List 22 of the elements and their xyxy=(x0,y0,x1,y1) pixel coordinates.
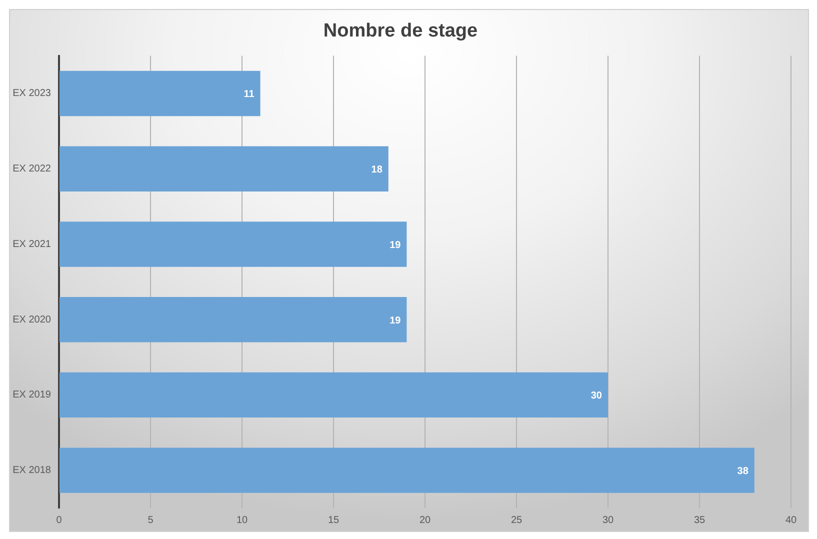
data-label: 19 xyxy=(390,240,402,251)
x-tick-label: 35 xyxy=(694,514,706,526)
y-tick-label: EX 2020 xyxy=(12,314,52,326)
chart-title: Nombre de stage xyxy=(323,20,478,42)
data-label: 38 xyxy=(737,466,749,478)
y-tick-label: EX 2022 xyxy=(12,164,52,175)
x-tick-label: 25 xyxy=(510,514,522,526)
y-tick-label: EX 2023 xyxy=(12,88,52,100)
x-tick-label: 40 xyxy=(785,514,797,526)
x-tick-label: 20 xyxy=(419,514,431,526)
data-label: 18 xyxy=(371,164,383,176)
data-label: 30 xyxy=(590,390,602,402)
x-tick-label: 10 xyxy=(236,514,248,526)
x-tick-label: 15 xyxy=(328,514,340,526)
y-tick-label: EX 2019 xyxy=(12,390,52,401)
data-label: 19 xyxy=(390,315,402,326)
x-tick-label: 0 xyxy=(56,514,62,526)
y-tick-label: EX 2018 xyxy=(12,465,52,476)
data-label: 11 xyxy=(244,89,255,100)
y-tick-label: EX 2021 xyxy=(12,238,52,250)
x-tick-label: 30 xyxy=(602,514,614,526)
x-tick-label: 5 xyxy=(148,514,154,526)
